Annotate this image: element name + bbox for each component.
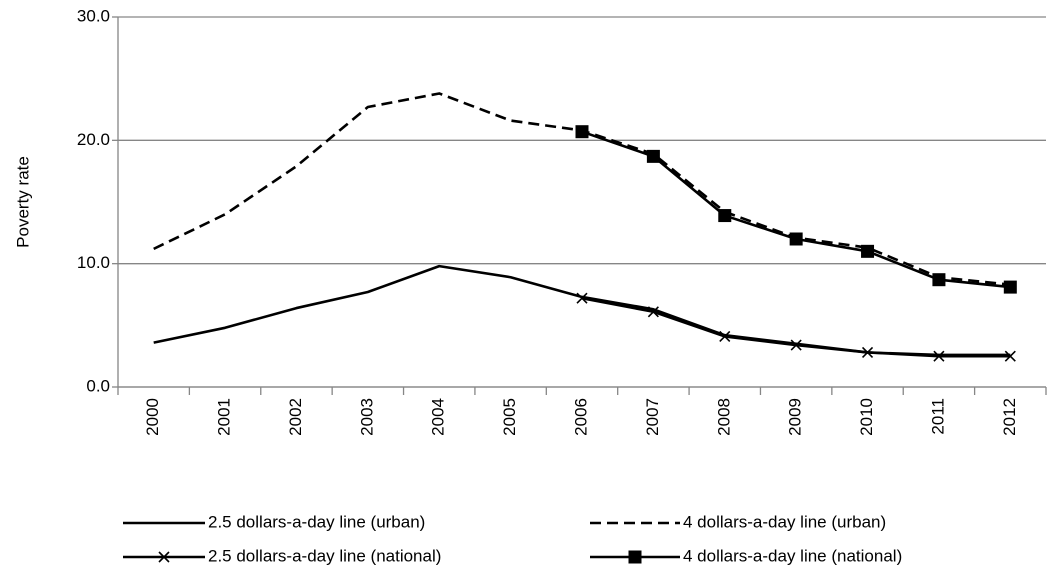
legend-marker-shape: [628, 550, 642, 564]
x-tick-label: 2007: [643, 398, 662, 436]
point-marker: [575, 125, 589, 139]
y-tick-label: 0.0: [86, 376, 110, 395]
point-marker: [789, 232, 803, 246]
x-tick-label: 2006: [571, 398, 590, 436]
legend-marker-shape: [158, 551, 170, 563]
point-marker: [932, 273, 946, 287]
x-tick-label: 2004: [429, 398, 448, 436]
legend-label: 2.5 dollars-a-day line (national): [208, 546, 441, 565]
x-tick-label: 2002: [286, 398, 305, 436]
legend-label: 4 dollars-a-day line (national): [683, 546, 902, 565]
x-tick-label: 2011: [928, 398, 947, 435]
x-tick-label: 2005: [500, 398, 519, 436]
legend-marker: [628, 550, 642, 564]
point-marker: [933, 350, 945, 362]
point-marker: [576, 292, 588, 304]
point-marker: [646, 149, 660, 163]
x-tick-label: 2012: [1000, 398, 1019, 436]
y-axis-label: Poverty rate: [13, 156, 32, 248]
legend-item: 2.5 dollars-a-day line (urban): [123, 512, 425, 531]
x-tick-label: 2008: [714, 398, 733, 436]
legend-item: 4 dollars-a-day line (urban): [590, 512, 886, 531]
legend-label: 4 dollars-a-day line (urban): [683, 512, 886, 531]
legend-label: 2.5 dollars-a-day line (urban): [208, 512, 425, 531]
x-tick-label: 2009: [786, 398, 805, 436]
point-marker: [790, 339, 802, 351]
point-marker: [1003, 280, 1017, 294]
point-marker: [1004, 350, 1016, 362]
legend-marker: [158, 551, 170, 563]
x-tick-label: 2010: [857, 398, 876, 436]
y-tick-label: 20.0: [77, 130, 110, 149]
legend-item: 4 dollars-a-day line (national): [590, 546, 902, 565]
point-marker: [861, 346, 874, 359]
point-marker: [647, 306, 659, 318]
x-tick-label: 2003: [357, 398, 376, 436]
x-tick-label: 2000: [143, 398, 162, 436]
point-marker: [861, 244, 875, 258]
y-tick-label: 10.0: [77, 253, 110, 272]
point-marker: [719, 330, 731, 342]
legend-item: 2.5 dollars-a-day line (national): [123, 546, 441, 565]
x-tick-label: 2001: [215, 398, 234, 436]
y-tick-label: 30.0: [77, 6, 110, 25]
point-marker: [718, 209, 732, 223]
series-line: [153, 264, 1011, 357]
